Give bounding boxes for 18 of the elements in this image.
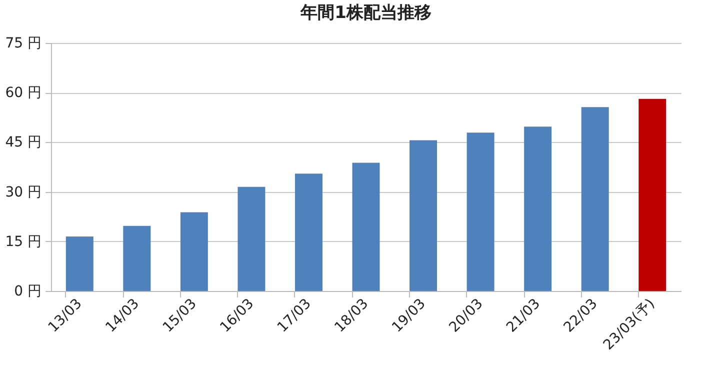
bar bbox=[581, 107, 609, 291]
chart-title: 年間1株配当推移 bbox=[300, 3, 432, 23]
bar bbox=[466, 132, 494, 291]
bar bbox=[638, 98, 666, 291]
bar bbox=[524, 126, 552, 291]
y-tick-label: 15 円 bbox=[5, 234, 42, 250]
y-tick-label: 60 円 bbox=[5, 85, 42, 102]
bar bbox=[352, 162, 380, 291]
bar bbox=[66, 236, 94, 291]
y-tick-label: 45 円 bbox=[5, 134, 42, 151]
bar bbox=[180, 212, 208, 291]
y-tick-label: 0 円 bbox=[14, 284, 42, 300]
y-tick-label: 30 円 bbox=[5, 184, 42, 200]
bar bbox=[294, 174, 322, 291]
bar bbox=[410, 140, 438, 291]
bar bbox=[123, 226, 151, 291]
y-tick-label: 75 円 bbox=[5, 36, 42, 52]
bar bbox=[238, 186, 266, 291]
